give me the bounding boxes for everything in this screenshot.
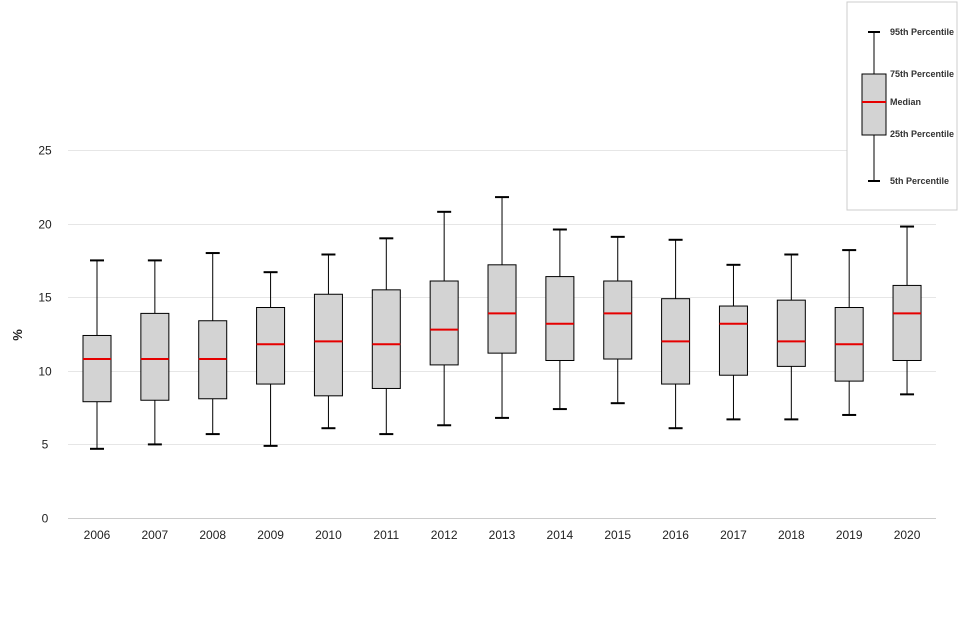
y-axis-label: % bbox=[10, 329, 25, 341]
iqr-box bbox=[603, 280, 633, 360]
y-tick-label: 5 bbox=[42, 438, 49, 452]
x-tick-label: 2012 bbox=[431, 528, 458, 542]
box-2017 bbox=[718, 263, 748, 421]
iqr-box bbox=[487, 264, 517, 354]
iqr-box bbox=[371, 289, 401, 389]
box-2010 bbox=[313, 253, 343, 430]
box-2009 bbox=[256, 271, 286, 447]
x-tick-label: 2011 bbox=[373, 528, 399, 542]
iqr-box bbox=[545, 276, 575, 361]
x-tick-label: 2016 bbox=[662, 528, 689, 542]
box-2018 bbox=[776, 253, 806, 421]
x-tick-label: 2017 bbox=[720, 528, 747, 542]
box-2013 bbox=[487, 196, 517, 419]
iqr-box bbox=[256, 307, 286, 385]
y-tick-label: 15 bbox=[38, 291, 52, 305]
x-tick-label: 2007 bbox=[142, 528, 169, 542]
legend-label-p75: 75th Percentile bbox=[890, 69, 954, 79]
legend-label-p5: 5th Percentile bbox=[890, 176, 949, 186]
legend-label-median: Median bbox=[890, 97, 921, 107]
legend: 95th Percentile 75th Percentile Median 2… bbox=[846, 1, 958, 211]
y-tick-label: 0 bbox=[42, 512, 49, 526]
x-tick-label: 2018 bbox=[778, 528, 805, 542]
box-2020 bbox=[892, 225, 922, 396]
box-2015 bbox=[603, 235, 633, 405]
x-tick-label: 2013 bbox=[489, 528, 516, 542]
x-tick-label: 2020 bbox=[894, 528, 921, 542]
x-tick-label: 2009 bbox=[257, 528, 284, 542]
legend-box bbox=[861, 73, 887, 136]
y-tick-label: 25 bbox=[38, 144, 52, 158]
box-2008 bbox=[198, 252, 228, 436]
iqr-box bbox=[313, 293, 343, 397]
iqr-box bbox=[429, 280, 459, 366]
x-tick-label: 2019 bbox=[836, 528, 863, 542]
box-2012 bbox=[429, 210, 459, 427]
box-2014 bbox=[545, 228, 575, 411]
iqr-box bbox=[776, 299, 806, 367]
x-tick-label: 2010 bbox=[315, 528, 342, 542]
iqr-box bbox=[140, 312, 170, 401]
box-2006 bbox=[82, 259, 112, 450]
legend-label-p25: 25th Percentile bbox=[890, 129, 954, 139]
y-tick-label: 20 bbox=[38, 218, 52, 232]
legend-label-p95: 95th Percentile bbox=[890, 27, 954, 37]
x-tick-label: 2014 bbox=[547, 528, 574, 542]
y-tick-label: 10 bbox=[38, 365, 52, 379]
y-tick-labels: 0 5 10 15 20 25 bbox=[38, 144, 52, 526]
x-tick-label: 2015 bbox=[604, 528, 631, 542]
box-2007 bbox=[140, 259, 170, 446]
box-2016 bbox=[661, 238, 691, 430]
box-2019 bbox=[834, 249, 864, 416]
iqr-box bbox=[718, 305, 748, 376]
box-2011 bbox=[371, 237, 401, 436]
x-tick-labels: 2006 2007 2008 2009 2010 2011 2012 2013 2014 2015… bbox=[84, 528, 921, 542]
iqr-box bbox=[892, 284, 922, 361]
x-tick-label: 2006 bbox=[84, 528, 111, 542]
box-series bbox=[82, 196, 922, 450]
iqr-box bbox=[82, 334, 112, 403]
x-tick-label: 2008 bbox=[199, 528, 226, 542]
